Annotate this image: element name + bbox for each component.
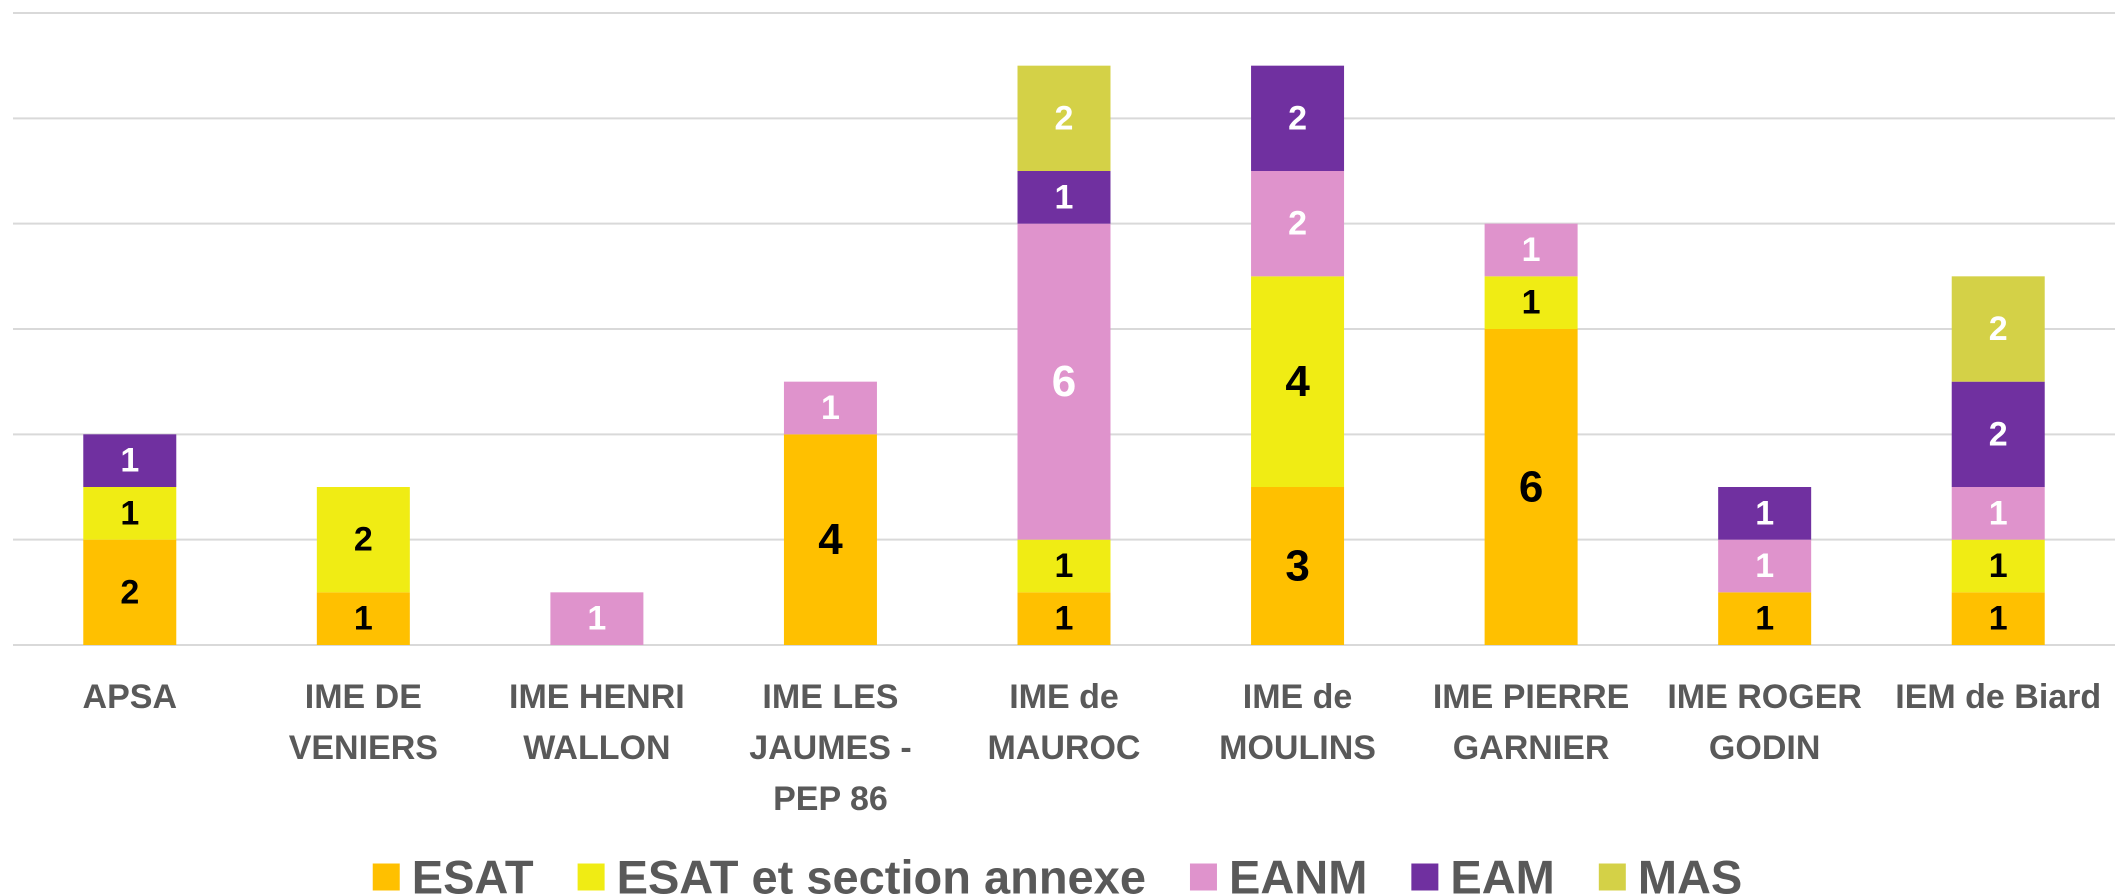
legend-label: ESAT et section annexe	[617, 851, 1146, 895]
bar-segment	[1951, 381, 2045, 487]
data-label: 2	[1288, 205, 1307, 243]
data-label: 1	[1522, 231, 1541, 269]
data-label: 1	[1755, 494, 1774, 532]
bar-segment	[316, 592, 410, 645]
legend-swatch	[1411, 863, 1439, 891]
bar-segment	[1017, 223, 1111, 540]
data-label: 2	[1288, 99, 1307, 137]
data-label: 2	[1989, 415, 2008, 453]
bar-segment	[783, 434, 877, 645]
data-label: 1	[1989, 600, 2008, 638]
bar-segment	[1017, 592, 1111, 645]
bar-segment	[1484, 329, 1578, 645]
data-label: 3	[1285, 542, 1309, 591]
bar-segment	[1718, 539, 1812, 593]
legend-swatch	[372, 863, 400, 891]
bar-segment	[316, 487, 410, 593]
data-label: 4	[1285, 357, 1310, 406]
legend-swatch	[1189, 863, 1217, 891]
data-label: 4	[818, 515, 843, 564]
data-label: 1	[1055, 178, 1074, 216]
legend-label: ESAT	[412, 851, 534, 895]
x-tick-label: IME de MOULINS	[1219, 678, 1376, 767]
data-label: 1	[120, 442, 139, 480]
x-tick-label: IME PIERRE GARNIER	[1432, 678, 1630, 767]
x-tick-label: IME HENRI WALLON	[509, 678, 685, 767]
bar-segment	[83, 434, 177, 487]
x-tick-label: IME LES JAUMES - PEP 86	[749, 678, 912, 818]
bar-segment	[1251, 276, 1345, 487]
data-label: 1	[120, 494, 139, 532]
data-label: 1	[821, 389, 840, 427]
data-label: 2	[354, 521, 373, 559]
bar-segment	[1251, 487, 1345, 645]
bar-segment	[1951, 539, 2045, 593]
legend-label: EAM	[1450, 851, 1554, 895]
bar-segment	[1951, 592, 2045, 645]
data-label: 1	[1755, 600, 1774, 638]
bar-segment	[1251, 65, 1345, 171]
x-tick-label: IEM de Biard	[1895, 678, 2102, 716]
data-label: 1	[1522, 284, 1541, 322]
data-label: 6	[1052, 357, 1076, 406]
bar-segment	[1017, 539, 1111, 593]
legend-swatch	[1598, 863, 1626, 891]
bar-segment	[83, 487, 177, 540]
data-label: 1	[1055, 600, 1074, 638]
bar-segment	[1484, 223, 1578, 277]
bar-segment	[1951, 276, 2045, 382]
bar-segment	[1718, 592, 1812, 645]
bar-segment	[83, 539, 177, 645]
bar-segment	[1484, 276, 1578, 329]
legend-label: EANM	[1229, 851, 1367, 895]
data-label: 1	[1989, 547, 2008, 585]
data-label: 1	[1755, 547, 1774, 585]
bar-segment	[1718, 487, 1812, 540]
legend-swatch	[577, 863, 605, 891]
data-label: 2	[1055, 99, 1074, 137]
data-label: 1	[354, 600, 373, 638]
data-label: 1	[1989, 494, 2008, 532]
bar-segment	[783, 381, 877, 435]
x-tick-label: IME DE VENIERS	[288, 678, 438, 767]
bar-segment	[1017, 171, 1111, 224]
legend-label: MAS	[1638, 851, 1742, 895]
x-tick-label: IME ROGER GODIN	[1667, 678, 1862, 767]
bar-segment	[1017, 65, 1111, 171]
bar-segment	[1951, 487, 2045, 540]
data-label: 1	[587, 600, 606, 638]
data-label: 2	[1989, 310, 2008, 348]
x-tick-label: IME de MAUROC	[987, 678, 1141, 767]
data-label: 1	[1055, 547, 1074, 585]
data-label: 6	[1519, 463, 1543, 512]
data-label: 2	[120, 573, 139, 611]
bar-segment	[550, 592, 644, 645]
x-tick-label: APSA	[82, 678, 177, 716]
bar-segment	[1251, 171, 1345, 277]
